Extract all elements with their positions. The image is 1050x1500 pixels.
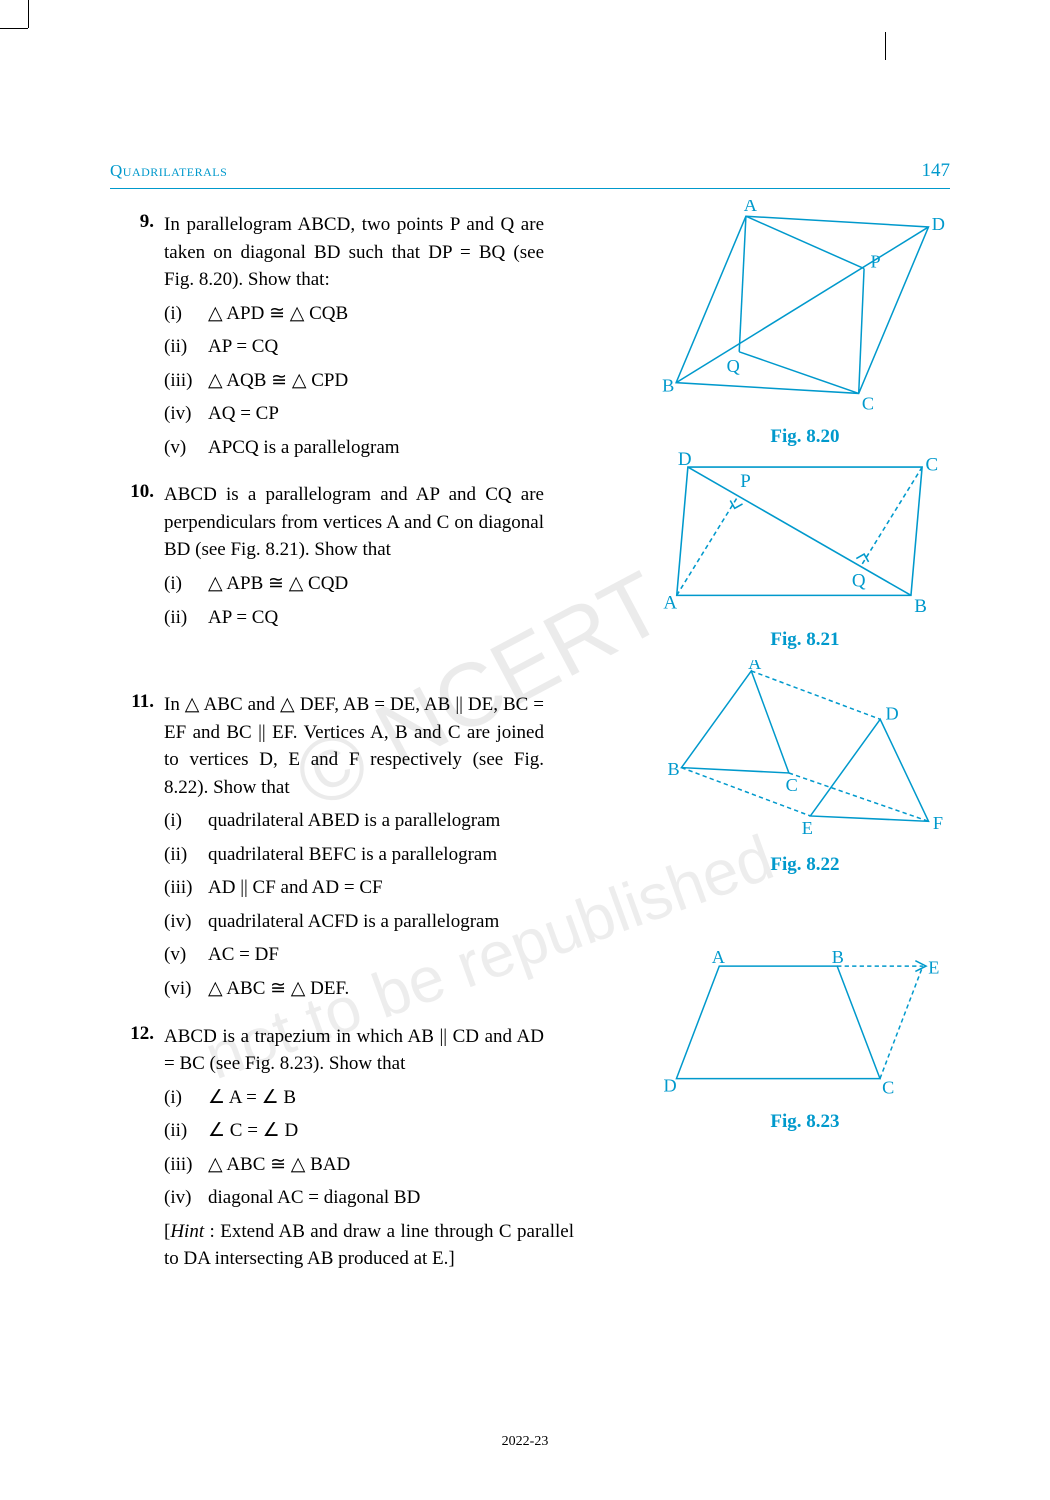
problem-intro: ABCD is a parallelogram and AP and CQ ar…	[164, 481, 544, 564]
svg-text:E: E	[802, 818, 813, 838]
sub-label: (v)	[164, 941, 208, 969]
figure-8-21: D C A B P Q Fig. 8.21	[660, 450, 950, 651]
sub-label: (vi)	[164, 975, 208, 1003]
sub-label: (iv)	[164, 1184, 208, 1212]
sub-label: (i)	[164, 1084, 208, 1112]
svg-text:A: A	[748, 660, 762, 673]
svg-text:P: P	[740, 471, 751, 492]
svg-text:D: D	[886, 703, 899, 723]
svg-text:Q: Q	[852, 570, 866, 591]
sub-content: AD || CF and AD = CF	[208, 874, 950, 902]
sub-content: diagonal AC = diagonal BD	[208, 1184, 950, 1212]
svg-text:C: C	[925, 454, 938, 475]
sub-label: (iv)	[164, 400, 208, 428]
header-rule	[110, 188, 950, 189]
svg-text:F: F	[933, 813, 943, 833]
sub-label: (iii)	[164, 1151, 208, 1179]
problem-intro: In parallelogram ABCD, two points P and …	[164, 211, 544, 294]
sub-label: (i)	[164, 300, 208, 328]
sub-label: (ii)	[164, 333, 208, 361]
problem-intro: ABCD is a trapezium in which AB || CD an…	[164, 1023, 544, 1078]
sub-label: (v)	[164, 434, 208, 462]
svg-text:E: E	[928, 958, 939, 978]
svg-text:C: C	[862, 394, 874, 414]
svg-text:C: C	[786, 775, 798, 795]
problem-intro: In △ ABC and △ DEF, AB = DE, AB || DE, B…	[164, 691, 544, 801]
figure-8-23: A B E D C Fig. 8.23	[660, 950, 950, 1133]
svg-text:B: B	[668, 759, 680, 779]
svg-text:B: B	[662, 375, 674, 395]
figure-caption: Fig. 8.23	[660, 1111, 950, 1133]
footer-year: 2022-23	[0, 1434, 1050, 1450]
sub-label: (iii)	[164, 874, 208, 902]
page-number: 147	[922, 160, 951, 182]
figure-caption: Fig. 8.22	[660, 854, 950, 876]
problem-number: 11.	[110, 691, 164, 713]
problem-number: 10.	[110, 481, 164, 503]
svg-text:Q: Q	[727, 356, 740, 376]
chapter-title: Quadrilaterals	[110, 161, 227, 181]
svg-text:B: B	[914, 596, 927, 617]
sub-label: (ii)	[164, 604, 208, 632]
svg-text:D: D	[678, 450, 692, 470]
svg-text:D: D	[664, 1075, 677, 1095]
page-header: Quadrilaterals 147	[110, 160, 950, 182]
problem-number: 12.	[110, 1023, 164, 1045]
figure-8-20: A D B C P Q Fig. 8.20	[660, 200, 950, 448]
svg-text:C: C	[882, 1078, 894, 1098]
sub-label: (iv)	[164, 908, 208, 936]
figure-8-22: A B C D E F Fig. 8.22	[660, 660, 950, 876]
sub-label: (i)	[164, 807, 208, 835]
svg-text:A: A	[663, 593, 677, 614]
sub-content: △ ABC ≅ △ BAD	[208, 1151, 950, 1179]
svg-text:B: B	[832, 950, 844, 967]
svg-text:A: A	[712, 950, 726, 967]
sub-content: quadrilateral ACFD is a parallelogram	[208, 908, 950, 936]
svg-text:A: A	[744, 200, 758, 215]
sub-label: (iii)	[164, 367, 208, 395]
figure-caption: Fig. 8.21	[660, 629, 950, 651]
sub-label: (ii)	[164, 1117, 208, 1145]
problem-number: 9.	[110, 211, 164, 233]
svg-text:D: D	[932, 214, 945, 234]
svg-text:P: P	[871, 252, 881, 272]
hint-label: [[Hint :Hint :	[164, 1221, 215, 1242]
sub-label: (i)	[164, 570, 208, 598]
sub-label: (ii)	[164, 841, 208, 869]
hint-text: Extend AB and draw a line through C para…	[164, 1221, 574, 1270]
figure-caption: Fig. 8.20	[660, 426, 950, 448]
